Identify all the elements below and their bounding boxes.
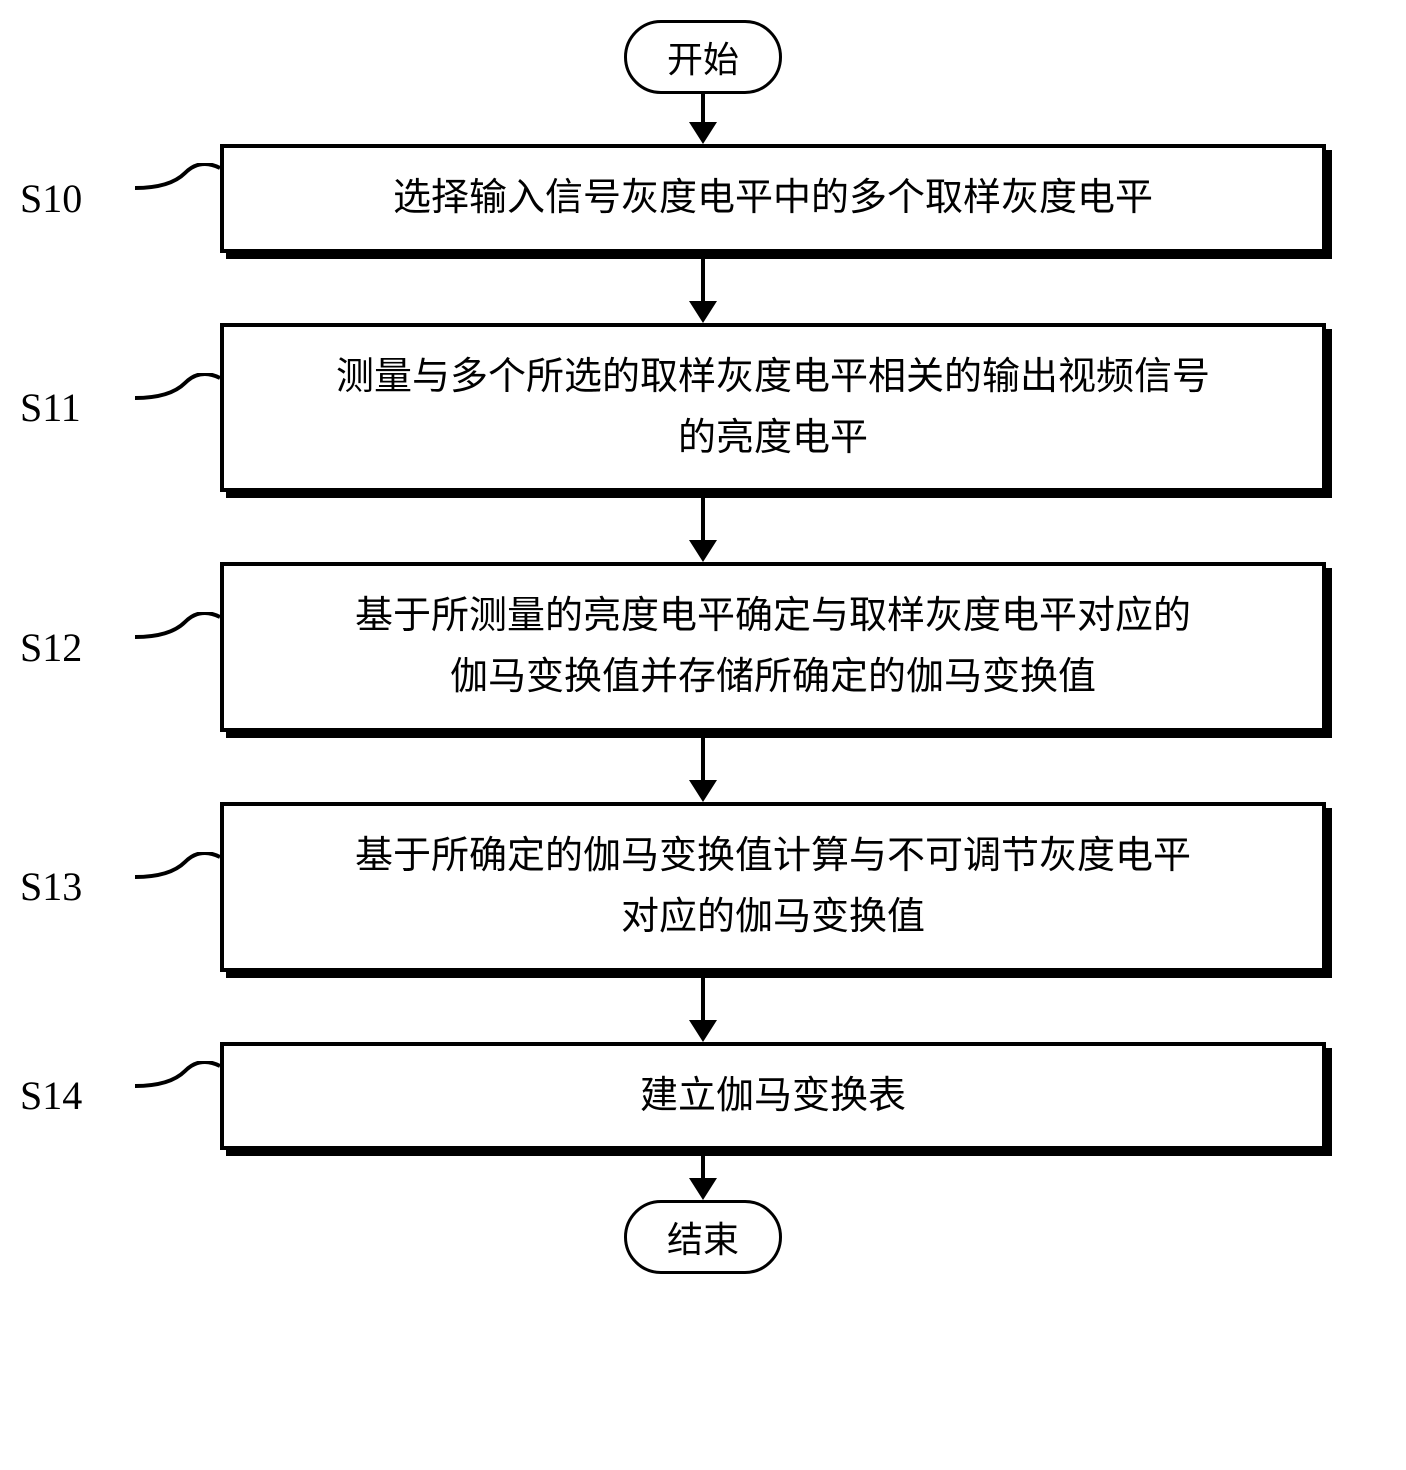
step-row-s13: S13 基于所确定的伽马变换值计算与不可调节灰度电平 对应的伽马变换值 <box>20 802 1386 972</box>
connector-curve <box>140 383 220 433</box>
process-box: 基于所测量的亮度电平确定与取样灰度电平对应的 伽马变换值并存储所确定的伽马变换值 <box>220 562 1326 732</box>
arrow <box>689 732 717 802</box>
step-label: S11 <box>20 384 140 431</box>
end-label: 结束 <box>667 1220 739 1260</box>
process-box: 测量与多个所选的取样灰度电平相关的输出视频信号 的亮度电平 <box>220 323 1326 493</box>
step-label: S13 <box>20 863 140 910</box>
connector-curve <box>140 622 220 672</box>
arrow <box>689 1150 717 1200</box>
step-row-s14: S14 建立伽马变换表 <box>20 1042 1386 1151</box>
process-text: 基于所测量的亮度电平确定与取样灰度电平对应的 伽马变换值并存储所确定的伽马变换值 <box>355 595 1191 698</box>
step-row-s10: S10 选择输入信号灰度电平中的多个取样灰度电平 <box>20 144 1386 253</box>
process-box: 建立伽马变换表 <box>220 1042 1326 1151</box>
process-text: 建立伽马变换表 <box>640 1075 906 1117</box>
process-text: 基于所确定的伽马变换值计算与不可调节灰度电平 对应的伽马变换值 <box>355 835 1191 938</box>
step-row-s11: S11 测量与多个所选的取样灰度电平相关的输出视频信号 的亮度电平 <box>20 323 1386 493</box>
connector-curve <box>140 1071 220 1121</box>
process-text: 选择输入信号灰度电平中的多个取样灰度电平 <box>393 177 1153 219</box>
step-label: S12 <box>20 624 140 671</box>
process-text: 测量与多个所选的取样灰度电平相关的输出视频信号 的亮度电平 <box>336 356 1210 459</box>
arrow <box>689 94 717 144</box>
arrow <box>689 253 717 323</box>
end-terminator: 结束 <box>624 1200 782 1274</box>
start-label: 开始 <box>667 40 739 80</box>
connector-curve <box>140 173 220 223</box>
step-label: S14 <box>20 1072 140 1119</box>
arrow <box>689 972 717 1042</box>
process-box: 基于所确定的伽马变换值计算与不可调节灰度电平 对应的伽马变换值 <box>220 802 1326 972</box>
process-box: 选择输入信号灰度电平中的多个取样灰度电平 <box>220 144 1326 253</box>
step-label: S10 <box>20 175 140 222</box>
connector-curve <box>140 862 220 912</box>
start-terminator: 开始 <box>624 20 782 94</box>
flowchart-container: 开始 S10 选择输入信号灰度电平中的多个取样灰度电平 S11 测量与多个所选的… <box>20 20 1386 1274</box>
arrow <box>689 492 717 562</box>
step-row-s12: S12 基于所测量的亮度电平确定与取样灰度电平对应的 伽马变换值并存储所确定的伽… <box>20 562 1386 732</box>
